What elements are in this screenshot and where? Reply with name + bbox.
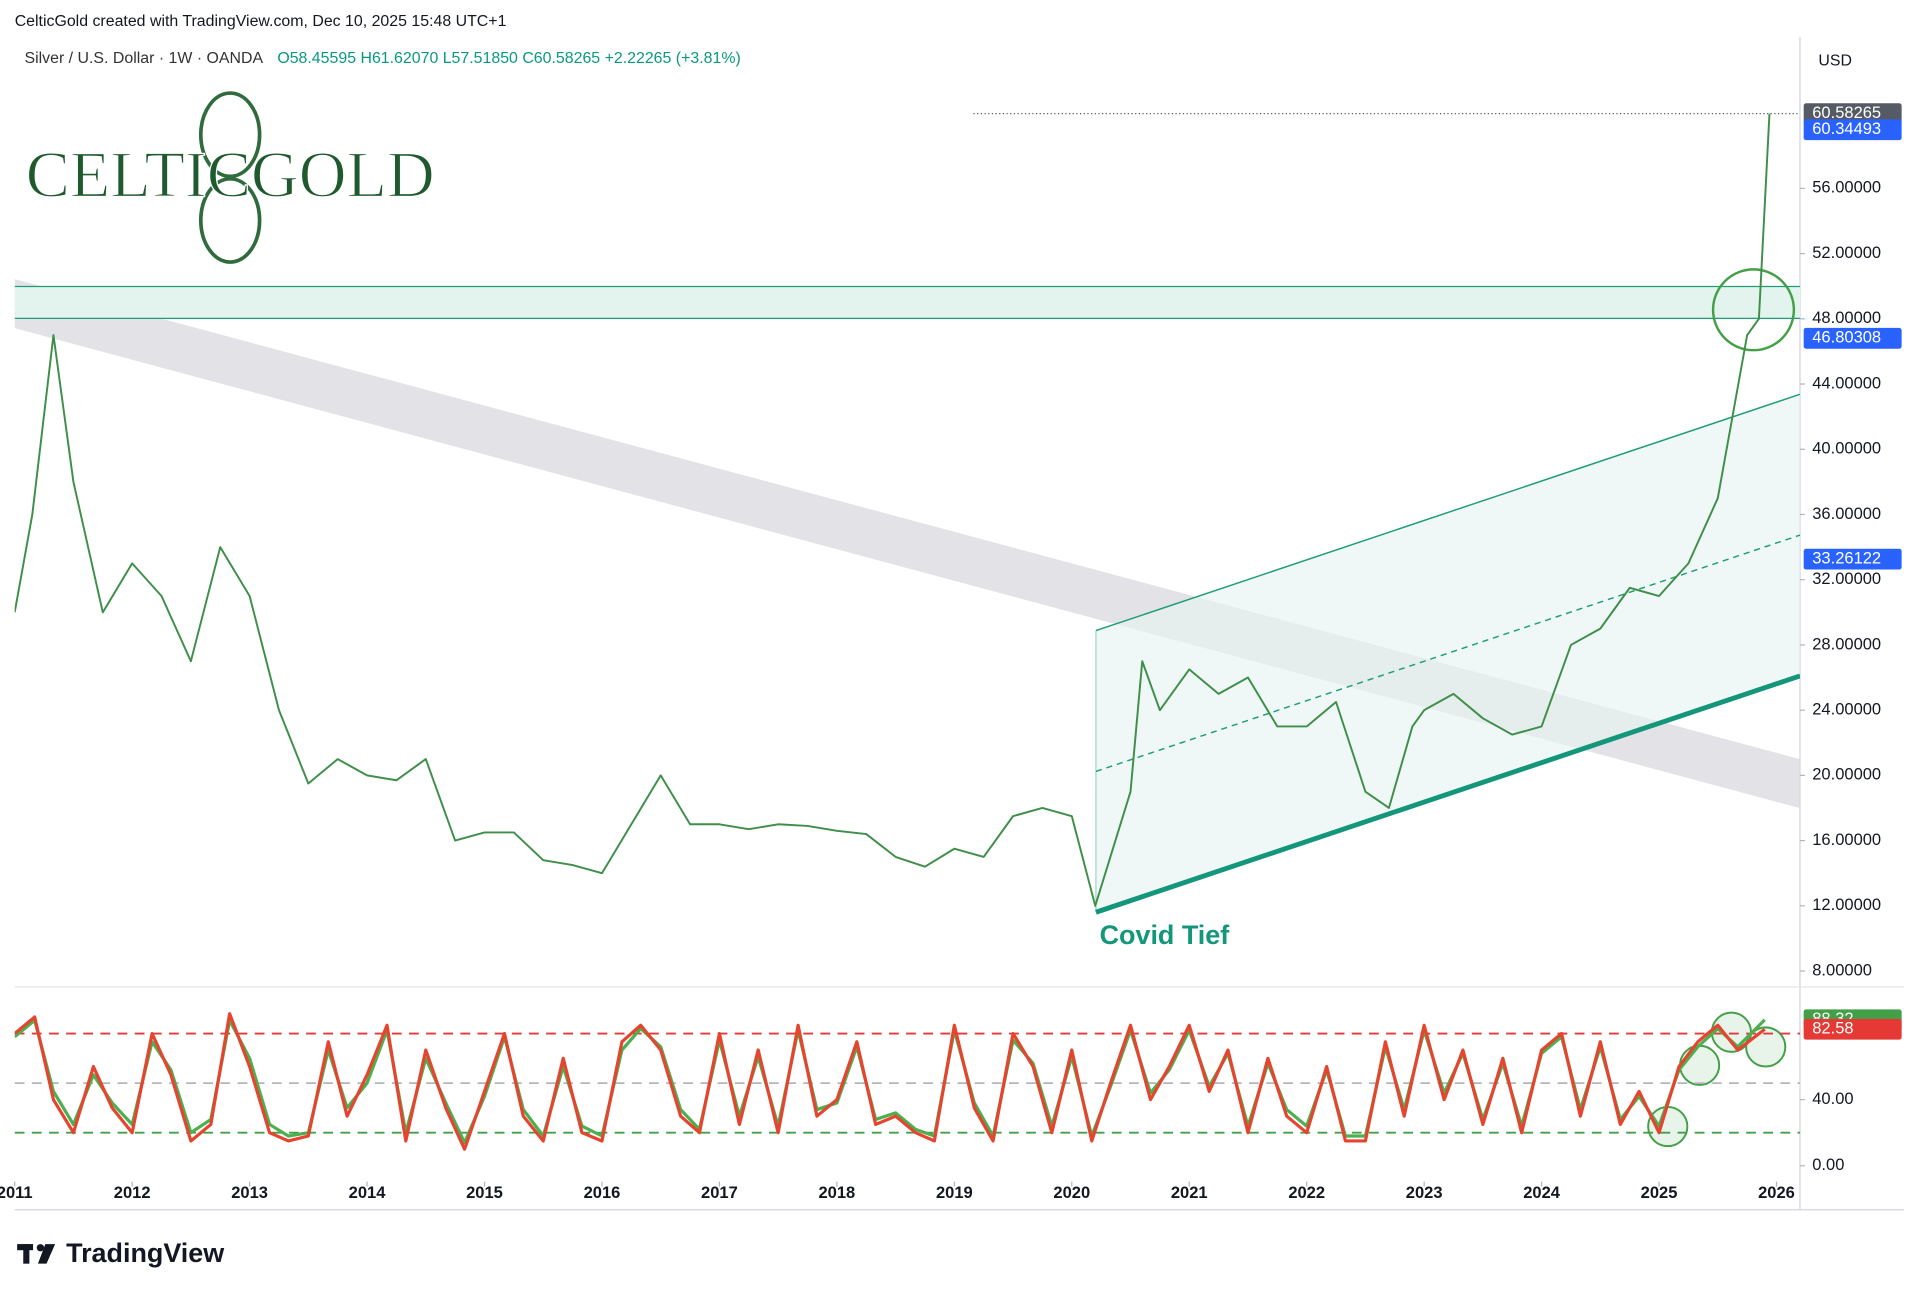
annotation: Covid Tief bbox=[1100, 920, 1231, 950]
y-tick-label: 20.00000 bbox=[1812, 765, 1881, 784]
x-tick-label: 2024 bbox=[1523, 1183, 1561, 1202]
brand-mark bbox=[23, 1244, 30, 1264]
x-tick-label: 2019 bbox=[936, 1183, 973, 1202]
currency: USD bbox=[1818, 52, 1852, 69]
axes: 8.00000 12.00000 16.00000 20.00000 24.00000 2… bbox=[0, 103, 1902, 1202]
price-pane bbox=[14, 113, 1800, 907]
logo-knot bbox=[198, 176, 262, 264]
price-marker-label: 82.58 bbox=[1812, 1019, 1853, 1038]
x-tick-label: 2017 bbox=[701, 1183, 738, 1202]
price-marker bbox=[1803, 327, 1902, 349]
channel-bottom bbox=[1095, 673, 1800, 915]
channel-top bbox=[1095, 393, 1800, 632]
price-marker bbox=[1803, 103, 1902, 125]
x-tick-label: 2021 bbox=[1171, 1183, 1208, 1202]
brand-text: TradingView bbox=[66, 1238, 224, 1268]
y-tick-label: 48.00000 bbox=[1812, 308, 1881, 327]
y-tick-label: 40.00 bbox=[1812, 1089, 1853, 1108]
attribution: CelticGold created with TradingView.com,… bbox=[15, 13, 507, 30]
y-tick-label: 8.00000 bbox=[1812, 960, 1872, 979]
logo-text: CELTICGOLD bbox=[26, 138, 435, 211]
series-line bbox=[14, 1012, 1766, 1151]
brand-mark bbox=[37, 1244, 56, 1264]
symbol-title: Silver / U.S. Dollar · 1W · OANDA bbox=[24, 50, 263, 67]
x-tick-label: 2018 bbox=[818, 1183, 855, 1202]
y-tick-label: 24.00000 bbox=[1812, 700, 1881, 719]
y-tick-label: 32.00000 bbox=[1812, 569, 1881, 588]
highlight-circle bbox=[1711, 268, 1796, 352]
osc-circle bbox=[1679, 1044, 1721, 1086]
brand: TradingView bbox=[17, 1238, 224, 1268]
x-tick-label: 2013 bbox=[231, 1183, 268, 1202]
series-line bbox=[14, 113, 1771, 907]
channel-fill bbox=[1095, 394, 1800, 913]
y-tick-label: 36.00000 bbox=[1812, 504, 1881, 523]
brand-mark bbox=[36, 1244, 45, 1252]
y-tick-label: 16.00000 bbox=[1812, 830, 1881, 849]
oscillator-pane bbox=[14, 1012, 1800, 1151]
drawings bbox=[14, 268, 1800, 915]
x-tick-label: 2012 bbox=[114, 1183, 151, 1202]
series-line bbox=[14, 1018, 1766, 1145]
price-marker bbox=[1803, 548, 1902, 570]
price-marker-label: 46.80308 bbox=[1812, 328, 1881, 347]
y-tick-label: 12.00000 bbox=[1812, 895, 1881, 914]
logo-knot bbox=[198, 91, 262, 179]
price-marker-label: 60.58265 bbox=[1812, 103, 1881, 122]
x-tick-label: 2014 bbox=[349, 1183, 387, 1202]
y-tick-label: 52.00000 bbox=[1812, 243, 1881, 262]
y-tick-label: 44.00000 bbox=[1812, 373, 1881, 392]
x-tick-label: 2023 bbox=[1406, 1183, 1443, 1202]
osc-circle bbox=[1647, 1105, 1689, 1148]
x-tick-label: 2011 bbox=[0, 1183, 33, 1202]
symbol-line: Silver / U.S. Dollar · 1W · OANDA O58.45… bbox=[24, 50, 740, 67]
price-marker bbox=[1803, 1018, 1902, 1040]
y-tick-label: 0.00 bbox=[1812, 1155, 1844, 1174]
y-tick-label: 56.00000 bbox=[1812, 178, 1881, 197]
quote: O58.45595 H61.62070 L57.51850 C60.58265 … bbox=[277, 50, 740, 67]
x-tick-label: 2022 bbox=[1288, 1183, 1325, 1202]
x-tick-label: 2020 bbox=[1053, 1183, 1090, 1202]
x-tick-label: 2025 bbox=[1641, 1183, 1678, 1202]
price-marker-label: 33.26122 bbox=[1812, 549, 1881, 568]
x-tick-label: 2016 bbox=[584, 1183, 621, 1202]
x-tick-label: 2015 bbox=[466, 1183, 503, 1202]
logo: CELTICGOLD bbox=[25, 91, 435, 264]
x-tick-label: 2026 bbox=[1758, 1183, 1795, 1202]
y-tick-label: 28.00000 bbox=[1812, 634, 1881, 653]
resistance-zone bbox=[14, 286, 1800, 319]
price-marker-label: 60.34493 bbox=[1812, 119, 1881, 138]
channel-mid bbox=[1095, 534, 1800, 773]
y-tick-label: 40.00000 bbox=[1812, 439, 1881, 458]
price-marker bbox=[1803, 119, 1902, 141]
